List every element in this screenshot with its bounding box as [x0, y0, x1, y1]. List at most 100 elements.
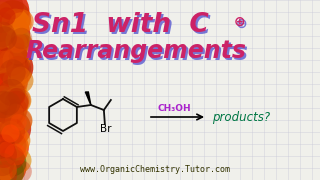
Point [15, 108, 20, 111]
Point [13, 139, 19, 141]
Point [19, 44, 24, 47]
Point [4, 156, 9, 158]
Point [4, 74, 10, 76]
Point [16, 121, 21, 124]
Point [18, 169, 23, 172]
Point [6, 166, 12, 168]
Point [10, 17, 15, 19]
Point [3, 167, 8, 170]
Point [4, 91, 9, 93]
Point [17, 78, 22, 81]
Text: Sn1  with  C: Sn1 with C [34, 14, 210, 39]
Point [0, 33, 5, 35]
Point [7, 83, 12, 86]
Point [3, 57, 8, 59]
Point [12, 79, 17, 82]
Point [0, 103, 4, 106]
Point [6, 101, 11, 104]
Point [4, 147, 9, 150]
Point [13, 43, 19, 46]
Text: Rearrangements: Rearrangements [28, 40, 249, 64]
Point [8, 128, 13, 131]
Point [5, 109, 11, 111]
Point [6, 35, 12, 38]
Point [1, 171, 6, 174]
Point [12, 153, 18, 156]
Point [11, 112, 16, 115]
Point [7, 31, 12, 34]
Point [5, 171, 11, 174]
Point [7, 111, 12, 113]
Point [14, 99, 20, 102]
Point [0, 152, 5, 155]
Point [15, 52, 20, 55]
Point [19, 19, 24, 22]
Point [14, 99, 20, 102]
Point [8, 127, 13, 129]
Point [0, 20, 5, 23]
Point [16, 55, 21, 57]
Point [0, 162, 5, 165]
Point [0, 147, 4, 150]
Point [4, 111, 10, 113]
Point [10, 161, 15, 163]
Point [5, 9, 11, 12]
Point [16, 66, 21, 69]
Text: Br: Br [100, 124, 111, 134]
Text: www.OrganicChemistry.Tutor.com: www.OrganicChemistry.Tutor.com [80, 165, 230, 174]
Point [16, 119, 21, 122]
Point [15, 39, 20, 41]
Text: ⊕: ⊕ [234, 15, 246, 29]
Point [2, 121, 7, 124]
Point [7, 5, 12, 8]
Point [12, 21, 18, 23]
Point [15, 120, 20, 123]
Point [3, 14, 8, 17]
Point [0, 11, 3, 14]
Point [13, 95, 19, 98]
Point [9, 71, 14, 73]
Point [8, 61, 13, 64]
Point [0, 93, 5, 96]
Point [18, 37, 23, 40]
Point [17, 22, 22, 24]
Point [0, 33, 3, 36]
Point [12, 110, 17, 113]
Point [4, 136, 10, 138]
Point [1, 143, 6, 146]
Point [1, 55, 6, 58]
Point [7, 146, 12, 148]
Point [2, 172, 7, 175]
Point [5, 49, 11, 51]
Point [11, 100, 16, 102]
Point [18, 75, 23, 78]
Point [15, 159, 20, 161]
Point [14, 66, 20, 69]
Point [7, 135, 12, 138]
Point [10, 155, 15, 158]
Text: products?: products? [212, 111, 270, 124]
Point [5, 149, 10, 152]
Point [13, 58, 19, 61]
Point [10, 66, 15, 68]
Point [13, 41, 18, 44]
Point [9, 130, 14, 133]
Text: CH₃OH: CH₃OH [158, 104, 192, 113]
Text: Sn1  with  C: Sn1 with C [32, 12, 209, 38]
Point [16, 134, 21, 137]
Text: Rearrangements: Rearrangements [26, 39, 247, 63]
Point [7, 131, 12, 134]
Point [0, 60, 5, 63]
Point [10, 143, 15, 146]
Point [8, 90, 13, 93]
Point [13, 100, 18, 103]
Point [4, 24, 9, 26]
Point [3, 118, 8, 120]
Polygon shape [85, 92, 91, 105]
Point [4, 150, 9, 153]
Point [0, 99, 3, 102]
Point [12, 40, 17, 43]
Point [17, 41, 22, 44]
Point [2, 37, 7, 40]
Point [1, 102, 6, 105]
